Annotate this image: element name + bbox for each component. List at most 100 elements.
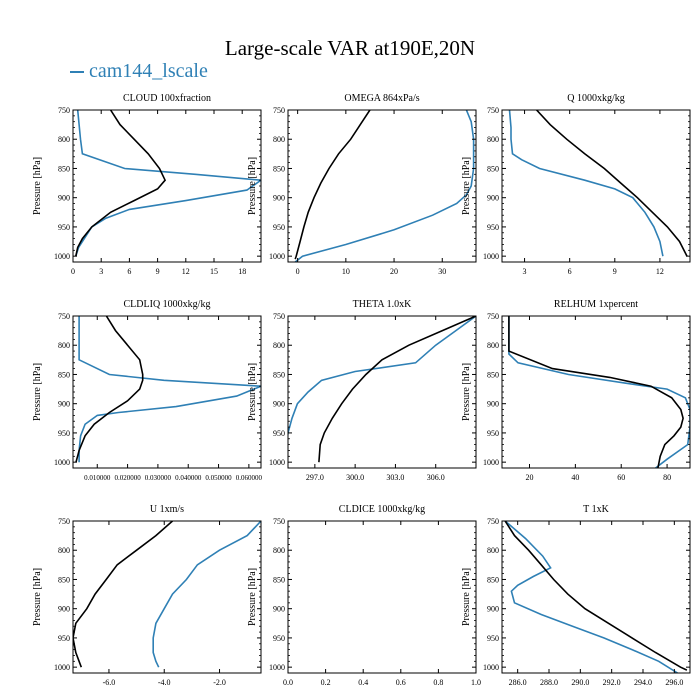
y-tick-label: 850 xyxy=(273,370,285,379)
series-line-reference xyxy=(508,316,684,468)
y-tick-label: 900 xyxy=(58,400,70,409)
panel-9: T 1xK Pressure [hPa] 750 800 850 900 950 1000 28… xyxy=(461,504,691,687)
panel-title: OMEGA 864xPa/s xyxy=(344,93,419,104)
y-tick-label: 900 xyxy=(273,194,285,203)
x-tick-label: 0.020000 xyxy=(114,474,141,482)
x-tick-label: 0 xyxy=(296,267,300,276)
panel-5: THETA 1.0xK Pressure [hPa] 750 800 850 900 950… xyxy=(247,299,477,482)
y-tick-label: 950 xyxy=(487,429,499,438)
x-tick-label: 306.0 xyxy=(427,473,445,482)
y-tick-label: 750 xyxy=(487,312,499,321)
panel-title: U 1xm/s xyxy=(150,504,184,515)
y-tick-label: 750 xyxy=(487,517,499,526)
series-line-cam144 xyxy=(504,521,678,673)
y-tick-label: 1000 xyxy=(269,458,285,467)
y-axis-label: Pressure [hPa] xyxy=(32,363,43,421)
panel-6: RELHUM 1xpercent Pressure [hPa] 750 800 850 9… xyxy=(461,299,691,482)
y-axis-label: Pressure [hPa] xyxy=(461,568,472,626)
series-line-cam144 xyxy=(508,110,664,257)
series-line-reference xyxy=(536,110,688,257)
x-tick-label: 0.6 xyxy=(396,678,406,687)
y-tick-label: 950 xyxy=(487,223,499,232)
y-axis-label: Pressure [hPa] xyxy=(247,363,258,421)
series-line-reference xyxy=(504,521,688,671)
y-axis-label: Pressure [hPa] xyxy=(32,157,43,215)
y-tick-label: 950 xyxy=(58,429,70,438)
legend: cam144_lscale xyxy=(70,60,208,83)
y-tick-label: 900 xyxy=(58,605,70,614)
x-tick-label: 18 xyxy=(238,267,246,276)
plot-frame xyxy=(287,315,477,469)
y-tick-label: 850 xyxy=(273,164,285,173)
y-tick-label: 800 xyxy=(58,135,70,144)
y-tick-label: 950 xyxy=(487,634,499,643)
series-line-reference xyxy=(75,316,144,463)
figure-title: Large-scale VAR at190E,20N xyxy=(224,36,476,60)
y-tick-label: 750 xyxy=(273,106,285,115)
x-tick-label: 288.0 xyxy=(540,678,558,687)
series-line-cam144 xyxy=(152,521,261,668)
x-tick-label: 300.0 xyxy=(346,473,364,482)
x-tick-label: 30 xyxy=(438,267,446,276)
y-tick-label: 800 xyxy=(273,135,285,144)
x-tick-label: 6 xyxy=(127,267,131,276)
y-tick-label: 900 xyxy=(487,194,499,203)
x-tick-label: -4.0 xyxy=(158,678,171,687)
y-axis-label: Pressure [hPa] xyxy=(247,157,258,215)
y-tick-label: 900 xyxy=(58,194,70,203)
y-tick-label: 850 xyxy=(273,575,285,584)
y-tick-label: 900 xyxy=(487,605,499,614)
y-tick-label: 950 xyxy=(273,634,285,643)
panel-3: Q 1000xkg/kg Pressure [hPa] 750 800 850 900 95… xyxy=(461,93,691,276)
x-tick-label: 297.0 xyxy=(306,473,324,482)
series-line-cam144 xyxy=(294,110,475,262)
y-tick-label: 1000 xyxy=(269,663,285,672)
y-axis-label: Pressure [hPa] xyxy=(461,157,472,215)
y-tick-label: 750 xyxy=(273,517,285,526)
panel-7: U 1xm/s Pressure [hPa] 750 800 850 900 950 1000… xyxy=(32,504,262,687)
x-tick-label: 0.8 xyxy=(433,678,443,687)
plot-frame xyxy=(287,520,477,674)
panel-title: T 1xK xyxy=(583,504,609,515)
y-tick-label: 800 xyxy=(487,341,499,350)
series-line-cam144 xyxy=(75,110,261,257)
y-tick-label: 800 xyxy=(273,546,285,555)
plot-frame xyxy=(287,109,477,263)
y-tick-label: 900 xyxy=(487,400,499,409)
series-line-reference xyxy=(73,521,174,668)
panel-4: CLDLIQ 1000xkg/kg Pressure [hPa] 750 800 850… xyxy=(32,299,262,482)
x-tick-label: 294.0 xyxy=(634,678,652,687)
x-tick-label: 6 xyxy=(568,267,572,276)
x-tick-label: 0.030000 xyxy=(145,474,172,482)
panel-title: CLOUD 100xfraction xyxy=(123,93,211,104)
y-axis-label: Pressure [hPa] xyxy=(247,568,258,626)
x-tick-label: 0.4 xyxy=(358,678,368,687)
x-tick-label: 1.0 xyxy=(471,678,481,687)
legend-line-swatch xyxy=(70,71,84,74)
x-tick-label: 10 xyxy=(342,267,350,276)
x-tick-label: 9 xyxy=(156,267,160,276)
y-tick-label: 1000 xyxy=(54,663,70,672)
x-tick-label: 286.0 xyxy=(509,678,527,687)
y-tick-label: 800 xyxy=(58,546,70,555)
y-tick-label: 1000 xyxy=(269,252,285,261)
x-tick-label: 80 xyxy=(663,473,671,482)
y-tick-label: 1000 xyxy=(54,252,70,261)
plot-frame xyxy=(72,109,262,263)
x-tick-label: 20 xyxy=(390,267,398,276)
y-tick-label: 1000 xyxy=(483,663,499,672)
y-tick-label: 800 xyxy=(487,135,499,144)
y-tick-label: 800 xyxy=(487,546,499,555)
y-tick-label: 850 xyxy=(487,370,499,379)
y-tick-label: 850 xyxy=(58,575,70,584)
y-tick-label: 800 xyxy=(273,341,285,350)
y-tick-label: 850 xyxy=(58,164,70,173)
x-tick-label: 292.0 xyxy=(603,678,621,687)
x-tick-label: -2.0 xyxy=(213,678,226,687)
y-tick-label: 1000 xyxy=(54,458,70,467)
series-line-reference xyxy=(318,316,476,463)
plot-frame xyxy=(72,315,262,469)
y-tick-label: 950 xyxy=(58,223,70,232)
y-axis-label: Pressure [hPa] xyxy=(32,568,43,626)
y-tick-label: 850 xyxy=(58,370,70,379)
